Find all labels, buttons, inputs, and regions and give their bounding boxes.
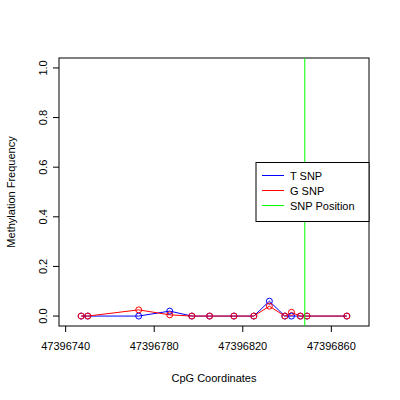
y-tick-label: 0.2 [37,259,49,274]
legend: T SNP G SNP SNP Position [256,163,369,222]
series-point [297,313,303,319]
y-tick [53,216,59,217]
series-point [78,313,84,319]
series-point [207,313,213,319]
y-tick-label: 1.0 [37,60,49,75]
legend-label: SNP Position [290,200,355,212]
x-tick [154,326,155,332]
series-line [81,301,347,316]
x-tick-label: 47396740 [41,340,90,352]
legend-swatch [262,190,284,191]
x-axis-label: CpG Coordinates [172,372,257,384]
y-tick [53,167,59,168]
y-tick-label: 0.6 [37,160,49,175]
series-point [136,307,142,313]
x-tick [331,326,332,332]
legend-label: T SNP [290,170,322,182]
legend-label: G SNP [290,185,324,197]
series-point [189,313,195,319]
series-point [251,313,257,319]
y-axis-label: Methylation Frequency [5,136,17,248]
series-point [78,313,84,319]
x-tick [242,326,243,332]
legend-swatch [262,205,284,206]
series-point [189,313,195,319]
x-tick [65,326,66,332]
y-tick [53,67,59,68]
series-point [282,313,288,319]
y-tick [53,266,59,267]
legend-box [256,163,369,222]
series-point [282,313,288,319]
series-point [266,303,272,309]
series-point [207,313,213,319]
y-tick [53,316,59,317]
series-point [231,313,237,319]
series-point [289,309,295,315]
y-tick [53,117,59,118]
plot-data [78,58,350,326]
series-point [344,313,350,319]
x-tick-label: 47396820 [218,340,267,352]
series-point [136,313,142,319]
series-point [167,312,173,318]
y-tick-label: 0.4 [37,209,49,224]
series-point [85,313,91,319]
series-line [81,306,347,316]
plot-frame [59,58,369,326]
y-tick-label: 0.0 [37,308,49,323]
series-point [251,313,257,319]
x-tick-label: 47396860 [307,340,356,352]
x-tick-label: 47396780 [130,340,179,352]
series-point [344,313,350,319]
series-point [85,313,91,319]
series-point [297,313,303,319]
legend-swatch [262,175,284,176]
y-tick-label: 0.8 [37,110,49,125]
chart: 47396740 47396780 47396820 47396860 0.0 0.2 0.… [0,0,400,400]
series-point [231,313,237,319]
